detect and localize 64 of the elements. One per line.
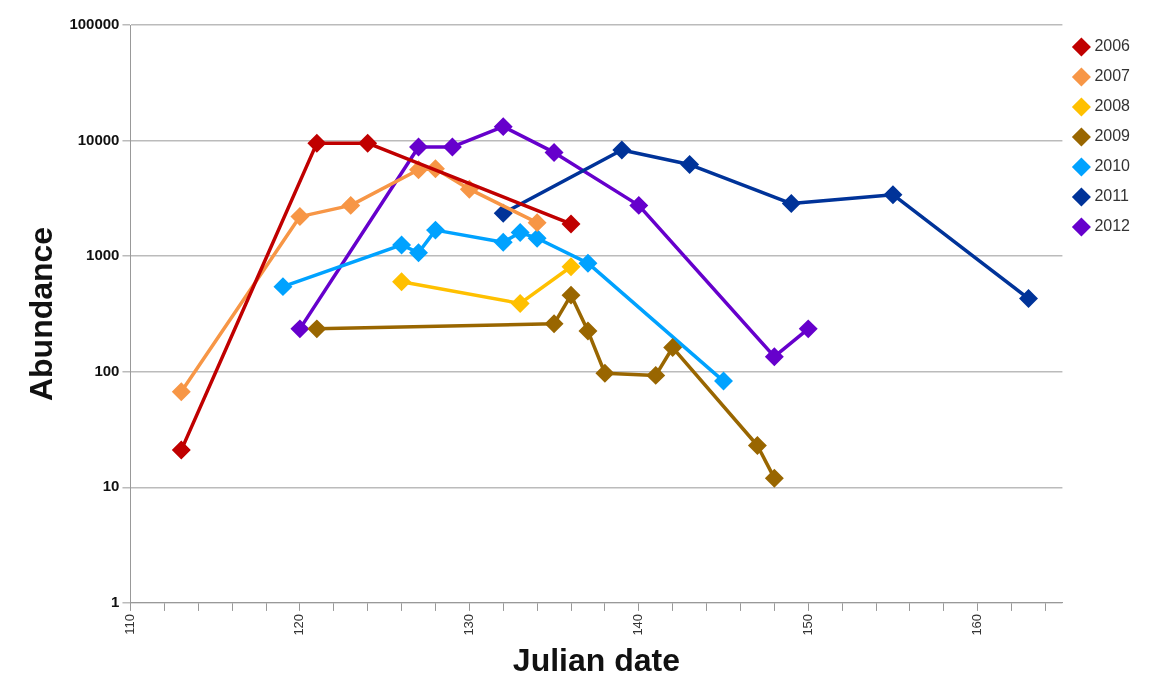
- x-tick-label: 120: [291, 613, 307, 636]
- point: [443, 138, 462, 156]
- point: [545, 315, 563, 333]
- point: [274, 277, 292, 296]
- x-tick-label: 150: [799, 613, 815, 636]
- point: [613, 141, 631, 159]
- x-tick-label: 160: [969, 613, 985, 636]
- point: [1019, 289, 1038, 308]
- point: [562, 286, 580, 304]
- point: [172, 383, 191, 401]
- point: [494, 204, 512, 223]
- y-tick-label: 100000: [69, 15, 120, 33]
- point: [562, 257, 580, 276]
- legend-label: 2012: [1094, 217, 1131, 235]
- x-axis-title: Julian date: [512, 641, 681, 678]
- point: [511, 294, 529, 313]
- point: [291, 320, 309, 338]
- point: [748, 436, 767, 455]
- y-tick-label: 10: [102, 477, 120, 495]
- y-tick-label: 10000: [77, 130, 120, 148]
- x-tick-label: 130: [460, 613, 476, 636]
- point: [392, 273, 411, 291]
- y-tick-label: 100: [94, 361, 120, 379]
- point: [172, 441, 191, 459]
- point: [358, 134, 377, 152]
- legend-label: 2010: [1094, 157, 1131, 175]
- point: [409, 138, 428, 156]
- y-tick-label: 1: [111, 593, 120, 611]
- point: [646, 366, 665, 385]
- point: [663, 338, 682, 357]
- point: [511, 223, 529, 242]
- point: [291, 207, 309, 226]
- legend-label: 2009: [1094, 127, 1131, 145]
- point: [494, 233, 512, 251]
- point: [714, 372, 733, 390]
- point: [680, 155, 699, 174]
- x-tick-label: 140: [630, 613, 646, 636]
- y-axis-title: Abundance: [23, 226, 60, 402]
- legend-label: 2006: [1094, 37, 1131, 55]
- point: [426, 221, 445, 239]
- point: [308, 320, 326, 338]
- point: [341, 196, 360, 215]
- point: [409, 244, 428, 262]
- point: [799, 320, 817, 338]
- point: [392, 236, 411, 254]
- point: [782, 194, 801, 213]
- point: [494, 117, 512, 136]
- point: [579, 254, 597, 272]
- point: [884, 185, 902, 204]
- x-tick-label: 110: [122, 613, 138, 635]
- point: [579, 322, 597, 340]
- point: [562, 215, 580, 233]
- legend-label: 2007: [1094, 67, 1131, 85]
- point: [765, 347, 784, 366]
- point: [528, 229, 546, 247]
- point: [596, 364, 614, 383]
- point: [308, 134, 326, 152]
- point: [630, 196, 648, 215]
- legend-label: 2011: [1094, 187, 1129, 205]
- legend-label: 2008: [1094, 97, 1131, 115]
- y-tick-label: 1000: [86, 246, 120, 264]
- point: [765, 469, 784, 487]
- point: [545, 143, 563, 162]
- point: [528, 213, 546, 232]
